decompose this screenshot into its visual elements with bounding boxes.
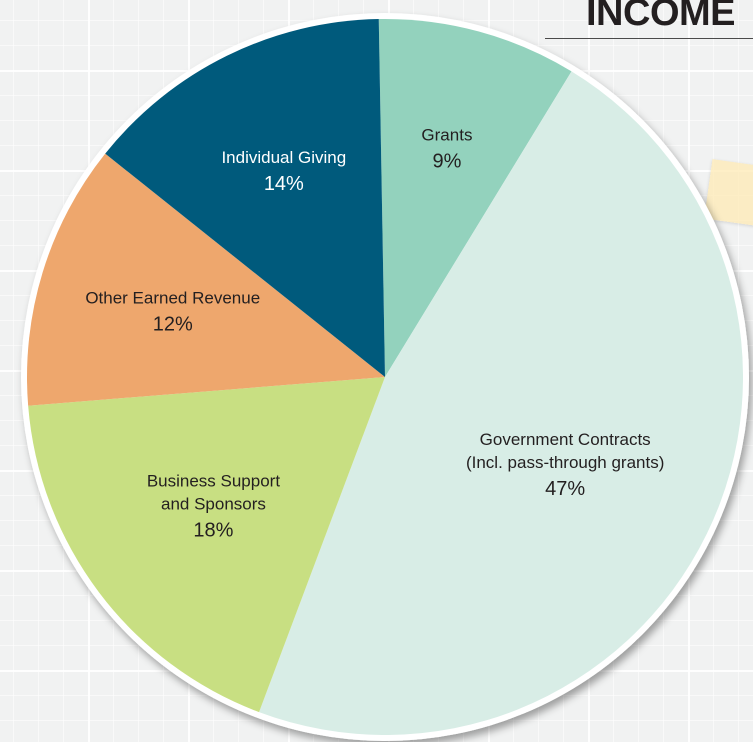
slice-label: Other Earned Revenue [85, 289, 260, 308]
pie-slice-government-contracts-incl-pass-through-grants [259, 71, 743, 735]
slice-label: (Incl. pass-through grants) [466, 453, 664, 472]
slice-label: Individual Giving [221, 148, 346, 167]
pie-slice-grants [378, 19, 572, 377]
page-title: INCOME [586, 0, 736, 34]
slice-label: Government Contracts [480, 430, 651, 449]
slice-percent-label: 14% [264, 173, 304, 195]
title-divider [545, 38, 753, 39]
slice-percent-label: 18% [193, 519, 233, 541]
pie-slice-individual-giving [105, 19, 385, 377]
pie-slice-business-support-and-sponsors [28, 377, 385, 713]
slice-label: Grants [421, 125, 472, 144]
slice-label: and Sponsors [161, 494, 266, 513]
slice-percent-label: 9% [432, 150, 461, 172]
slice-percent-label: 47% [545, 478, 585, 500]
pie-slice-other-earned-revenue [27, 153, 386, 406]
slice-label: Business Support [147, 471, 281, 490]
slice-percent-label: 12% [153, 314, 193, 336]
